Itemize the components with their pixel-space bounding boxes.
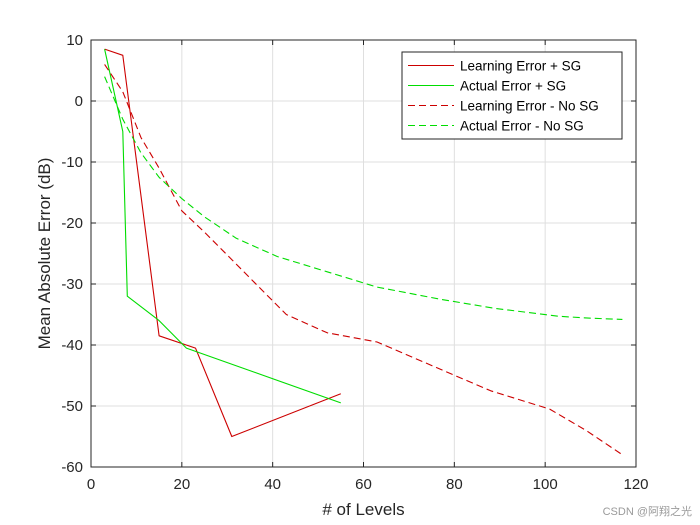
legend-label-3: Learning Error - No SG — [460, 99, 599, 114]
y-tick-label: -10 — [61, 154, 83, 171]
x-tick-label: 0 — [87, 476, 95, 493]
series-line-3 — [104, 64, 623, 456]
series-line-4 — [104, 76, 623, 320]
x-tick-label: 40 — [264, 476, 281, 493]
legend-box — [401, 51, 623, 140]
series-line-2 — [104, 48, 341, 404]
legend-label-1: Learning Error + SG — [460, 59, 581, 74]
x-tick-label: 80 — [446, 476, 463, 493]
y-tick-label: -50 — [61, 398, 83, 415]
x-tick-label: 60 — [355, 476, 372, 493]
legend-label-4: Actual Error - No SG — [460, 119, 584, 134]
x-tick-label: 20 — [173, 476, 190, 493]
y-tick-label: -20 — [61, 215, 83, 232]
y-tick-label: -30 — [61, 276, 83, 293]
x-axis-label: # of Levels — [322, 500, 404, 519]
y-tick-label: 0 — [75, 93, 83, 110]
y-tick-label: 10 — [66, 32, 83, 49]
x-tick-label: 100 — [533, 476, 558, 493]
x-tick-label: 120 — [623, 476, 648, 493]
y-tick-label: -60 — [61, 459, 83, 476]
watermark: CSDN @阿翔之光 — [602, 506, 692, 518]
series-layer — [104, 48, 623, 456]
y-axis-label: Mean Absolute Error (dB) — [35, 158, 54, 350]
series-line-1 — [104, 48, 342, 438]
legend-label-2: Actual Error + SG — [460, 79, 566, 94]
legend: Learning Error + SG Actual Error + SG Lear… — [401, 51, 623, 140]
y-tick-label: -40 — [61, 337, 83, 354]
gridlines — [91, 40, 636, 467]
